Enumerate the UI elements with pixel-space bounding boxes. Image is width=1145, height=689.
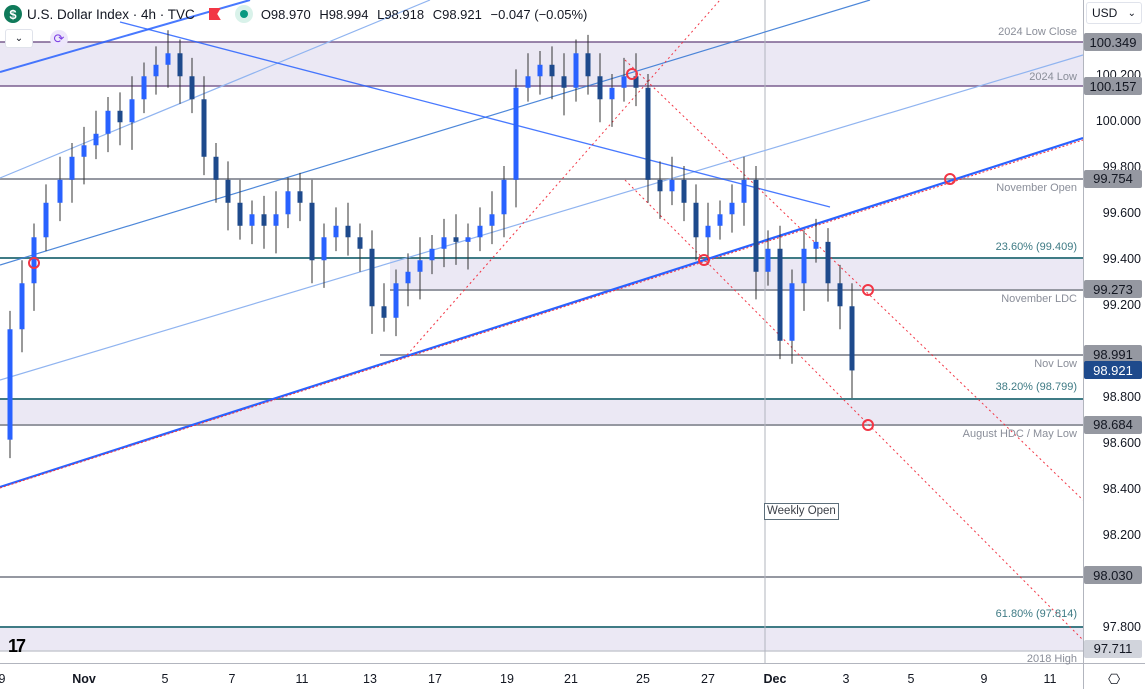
time-tick: 5 bbox=[907, 672, 915, 686]
symbol-title[interactable]: U.S. Dollar Index · 4h · TVC bbox=[27, 6, 195, 22]
price-tick: 98.400 bbox=[1102, 482, 1141, 497]
price-tick: 99.600 bbox=[1102, 206, 1141, 221]
current-price-tag: 98.921 bbox=[1084, 361, 1142, 380]
change-value: −0.047 (−0.05%) bbox=[490, 6, 588, 22]
price-tick: 98.600 bbox=[1102, 436, 1141, 451]
label-august-hdc-may-low: August HDC / May Low bbox=[962, 428, 1077, 440]
marker-circle bbox=[944, 173, 956, 185]
time-tick: 21 bbox=[564, 672, 578, 686]
candlesticks bbox=[7, 30, 855, 459]
settings-icon[interactable]: ⎔ bbox=[1108, 671, 1121, 687]
time-tick: 9 bbox=[980, 672, 988, 686]
level-price-tag: 98.991 bbox=[1084, 345, 1142, 364]
zone-fib-618 bbox=[0, 627, 1083, 651]
time-tick: Nov bbox=[72, 672, 96, 686]
time-tick: 25 bbox=[636, 672, 650, 686]
zone-2024-low bbox=[0, 42, 1083, 86]
chevron-down-icon: ⌄ bbox=[14, 33, 24, 44]
level-price-tag: 99.273 bbox=[1084, 280, 1142, 299]
price-tick: 99.400 bbox=[1102, 252, 1141, 267]
collapse-legend-button[interactable]: ⌄ bbox=[5, 29, 33, 48]
time-tick: 7 bbox=[228, 672, 236, 686]
label-fib-236: 23.60% (99.409) bbox=[995, 241, 1077, 253]
time-tick: 17 bbox=[428, 672, 442, 686]
tradingview-logo[interactable]: 17 bbox=[8, 636, 26, 656]
ohlc-values: O98.970 H98.994 L98.918 C98.921 −0.047 (… bbox=[261, 7, 593, 22]
time-tick: 9 bbox=[0, 672, 6, 686]
red-dotted-lower-descending bbox=[624, 179, 1084, 641]
level-price-tag: 98.030 bbox=[1084, 566, 1142, 585]
marker-circle bbox=[862, 284, 874, 296]
label-fib-618: 61.80% (97.814) bbox=[995, 608, 1077, 620]
time-tick: 11 bbox=[295, 672, 309, 686]
label-nov-low: Nov Low bbox=[1034, 358, 1077, 370]
marker-circle bbox=[28, 257, 40, 269]
price-tick: 99.200 bbox=[1102, 298, 1141, 313]
time-tick: 27 bbox=[701, 672, 715, 686]
high-value: H98.994 bbox=[319, 6, 369, 22]
close-value: C98.921 bbox=[432, 6, 482, 22]
level-price-tag: 100.349 bbox=[1084, 33, 1142, 51]
time-tick: 5 bbox=[161, 672, 169, 686]
red-dotted-upper-descending bbox=[624, 59, 1084, 501]
marker-circle bbox=[862, 419, 874, 431]
time-tick: 19 bbox=[500, 672, 514, 686]
channel-upper bbox=[0, 0, 871, 266]
level-price-tag: 99.754 bbox=[1084, 169, 1142, 188]
price-tick: 97.800 bbox=[1102, 620, 1141, 635]
marker-circle bbox=[626, 68, 638, 80]
currency-selector[interactable]: USD ⌄ bbox=[1086, 2, 1142, 24]
label-2018-high: 2018 High bbox=[1026, 653, 1077, 665]
label-november-open: November Open bbox=[996, 182, 1077, 194]
time-tick: 11 bbox=[1043, 672, 1057, 686]
chevron-down-icon: ⌄ bbox=[1127, 7, 1136, 19]
flag-icon[interactable] bbox=[208, 8, 221, 20]
time-tick: Dec bbox=[763, 672, 787, 686]
channel-lower-support bbox=[0, 136, 1084, 489]
zone-fib-236 bbox=[390, 258, 1083, 290]
label-fib-382: 38.20% (98.799) bbox=[995, 381, 1077, 393]
channel-upper-thick bbox=[0, 0, 251, 73]
price-tick: 98.200 bbox=[1102, 528, 1141, 543]
time-tick: 13 bbox=[363, 672, 377, 686]
zone-fib-382 bbox=[0, 399, 1083, 425]
label-2024-low-close: 2024 Low Close bbox=[998, 26, 1077, 38]
red-dotted-ascending bbox=[406, 0, 721, 356]
label-november-ldc: November LDC bbox=[1001, 293, 1077, 305]
chart-header: $ U.S. Dollar Index · 4h · TVC O98.970 H… bbox=[4, 4, 592, 24]
price-tick: 100.000 bbox=[1095, 114, 1141, 129]
channel-lower-dotted bbox=[0, 139, 1084, 489]
level-price-tag: 100.157 bbox=[1084, 77, 1142, 96]
marker-circle bbox=[698, 254, 710, 266]
channel-top-light bbox=[0, 0, 431, 179]
open-value: O98.970 bbox=[260, 6, 311, 22]
label-2024-low: 2024 Low bbox=[1029, 71, 1077, 83]
dxy-logo-icon: $ bbox=[4, 5, 22, 23]
weekly-open-label: Weekly Open bbox=[764, 503, 839, 520]
channel-middle bbox=[0, 54, 1084, 381]
level-price-tag: 98.684 bbox=[1084, 415, 1142, 434]
low-value: L98.918 bbox=[377, 6, 425, 22]
time-tick: 3 bbox=[842, 672, 850, 686]
refresh-icon[interactable]: ⟳ bbox=[50, 30, 68, 48]
currency-value: USD bbox=[1092, 6, 1118, 20]
descending-trendline bbox=[119, 21, 831, 208]
level-price-tag: 97.711 bbox=[1084, 639, 1142, 658]
market-status-icon[interactable] bbox=[234, 5, 253, 23]
price-tick: 98.800 bbox=[1102, 390, 1141, 405]
